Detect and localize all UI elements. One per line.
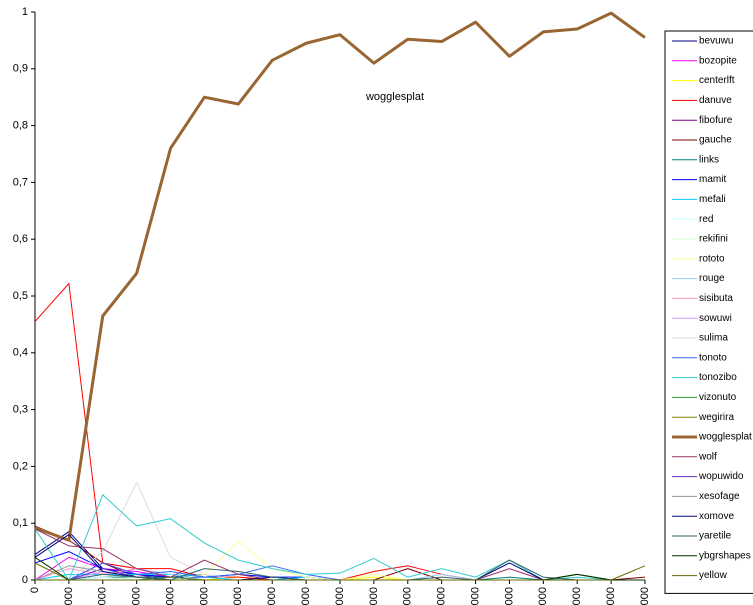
x-tick-label: 0 (29, 587, 41, 593)
legend-label: tonoto (699, 352, 727, 363)
legend-label: mefali (699, 194, 726, 205)
y-tick-label: 0,2 (13, 460, 28, 472)
annotation: wogglesplat (365, 91, 424, 103)
x-tick-label: 45000 (334, 587, 346, 605)
series-line (34, 11, 646, 542)
legend-label: rototo (699, 253, 725, 264)
x-tick-label: 30000 (232, 587, 244, 605)
x-tick-label: 90000 (639, 587, 651, 605)
legend-label: wegirira (698, 412, 734, 423)
series-line (34, 562, 645, 581)
legend-label: links (699, 154, 719, 165)
legend-label: wopuwido (698, 471, 744, 482)
y-tick-label: 0,4 (13, 347, 28, 359)
x-tick-label: 5000 (63, 587, 75, 605)
y-tick-label: 0,5 (13, 290, 28, 302)
x-tick-label: 55000 (402, 587, 414, 605)
x-tick-label: 35000 (266, 587, 278, 605)
x-tick-label: 70000 (503, 587, 515, 605)
legend-label: yellow (699, 570, 728, 581)
x-tick-label: 65000 (469, 587, 481, 605)
x-tick-label: 80000 (571, 587, 583, 605)
legend-box (664, 30, 753, 594)
x-tick-label: 60000 (436, 587, 448, 605)
x-tick-label: 50000 (368, 587, 380, 605)
legend-label: sulima (699, 333, 728, 344)
legend-label: red (699, 214, 713, 225)
x-tick-label: 10000 (97, 587, 109, 605)
legend-label: sisibuta (699, 293, 733, 304)
legend-label: danuve (699, 95, 732, 106)
legend-label: wogglesplat (698, 432, 752, 443)
series-line (35, 481, 645, 581)
y-tick-label: 0,9 (13, 63, 28, 75)
x-tick-label: 25000 (198, 587, 210, 605)
legend-label: xomove (699, 511, 734, 522)
legend-label: wolf (698, 451, 717, 462)
legend-label: mamit (699, 174, 726, 185)
x-tick-label: 20000 (164, 587, 176, 605)
y-tick-label: 1 (22, 6, 28, 18)
series-line (35, 565, 646, 581)
legend-label: tonozibo (699, 372, 737, 383)
y-tick-label: 0,8 (13, 120, 28, 132)
legend-label: bevuwu (699, 36, 733, 47)
legend-label: vizonuto (699, 392, 737, 403)
y-tick-label: 0,6 (13, 233, 28, 245)
legend-label: xesofage (699, 491, 740, 502)
legend-label: sowuwi (699, 313, 732, 324)
x-tick-label: 40000 (300, 587, 312, 605)
series-line (34, 283, 645, 581)
legend-label: rouge (699, 273, 725, 284)
legend-label: yaretile (699, 531, 732, 542)
legend-label: rekifini (699, 234, 728, 245)
legend-label: bozopite (699, 55, 737, 66)
legend-label: fibofure (699, 115, 733, 126)
y-tick-label: 0 (22, 574, 28, 586)
x-tick-label: 15000 (131, 587, 143, 605)
legend-label: ybgrshapes (699, 550, 751, 561)
y-tick-label: 0,1 (13, 517, 28, 529)
y-tick-label: 0,3 (13, 404, 28, 416)
y-tick-label: 0,7 (13, 176, 28, 188)
x-tick-label: 75000 (537, 587, 549, 605)
series-line (34, 525, 646, 581)
legend-label: gauche (699, 135, 732, 146)
x-tick-label: 85000 (605, 587, 617, 605)
legend-label: centerlft (699, 75, 735, 86)
